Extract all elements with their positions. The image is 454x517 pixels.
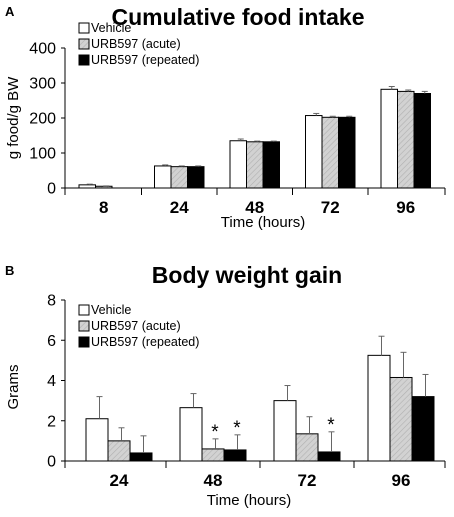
panel-b-legend-label-vehicle: Vehicle bbox=[91, 303, 131, 317]
panel-b-axes bbox=[64, 300, 445, 462]
panel-a-title: Cumulative food intake bbox=[111, 4, 364, 30]
panel-b-bar-vehicle-24 bbox=[85, 418, 109, 462]
panel-a-legend-swatch-acute bbox=[78, 38, 90, 50]
panel-b-y-tick-label: 8 bbox=[47, 293, 56, 310]
panel-a-bar-repeated-72 bbox=[338, 116, 356, 189]
panel-a-bars bbox=[78, 86, 431, 189]
panel-a-bar-acute-72 bbox=[321, 116, 339, 189]
panel-b-letter: B bbox=[5, 263, 14, 278]
panel-b-bar-repeated-24 bbox=[129, 452, 153, 462]
panel-a-bar-repeated-96 bbox=[413, 93, 431, 189]
panel-a-x-tick-label: 72 bbox=[321, 198, 340, 217]
panel-b-bar-acute-72 bbox=[295, 433, 319, 462]
panel-b-y-ticks: 0 2 4 6 8 bbox=[47, 293, 65, 471]
panel-a-bar-acute-24 bbox=[170, 166, 188, 189]
panel-b-legend-swatch-acute bbox=[78, 320, 90, 332]
panel-a-bar-acute-96 bbox=[397, 90, 415, 189]
panel-b-y-axis-label: Grams bbox=[5, 365, 22, 410]
panel-b-significance-star: * bbox=[233, 418, 241, 439]
panel-a-x-tick-label: 24 bbox=[170, 198, 189, 217]
panel-b-y-tick-label: 6 bbox=[47, 333, 56, 350]
panel-a-legend-label-repeated: URB597 (repeated) bbox=[91, 53, 199, 67]
panel-a-legend-label-acute: URB597 (acute) bbox=[91, 37, 181, 51]
panel-a-x-tick-label: 96 bbox=[396, 198, 415, 217]
panel-b-bar-vehicle-96 bbox=[367, 354, 391, 462]
panel-a-x-ticks: 8 24 48 72 96 bbox=[64, 188, 446, 217]
panel-a-x-tick-label: 8 bbox=[99, 198, 108, 217]
panel-b-legend-label-acute: URB597 (acute) bbox=[91, 319, 181, 333]
panel-b-bar-acute-48 bbox=[201, 448, 225, 462]
panel-a-bar-vehicle-24 bbox=[154, 165, 172, 189]
panel-a-legend-label-vehicle: Vehicle bbox=[91, 21, 131, 35]
panel-a-bar-repeated-48 bbox=[262, 141, 280, 189]
panel-a-bar-acute-48 bbox=[246, 141, 264, 189]
panel-b-y-tick-label: 0 bbox=[47, 454, 56, 471]
panel-b-y-tick-label: 2 bbox=[47, 413, 56, 430]
panel-b-bar-acute-24 bbox=[107, 440, 131, 462]
panel-b-title: Body weight gain bbox=[152, 262, 342, 288]
panel-a-legend-swatch-repeated bbox=[78, 54, 90, 66]
panel-b-bar-vehicle-48 bbox=[179, 407, 203, 462]
panel-b-bar-repeated-96 bbox=[411, 396, 435, 462]
panel-b-bars: * * * bbox=[85, 335, 435, 462]
panel-a-bar-repeated-24 bbox=[187, 166, 205, 189]
panel-b-x-ticks: 24 48 72 96 bbox=[64, 461, 446, 490]
panel-b-legend-swatch-vehicle bbox=[78, 304, 90, 316]
panel-b-x-tick-label: 72 bbox=[298, 471, 317, 490]
panel-a-x-tick-label: 48 bbox=[245, 198, 264, 217]
panel-b-legend-swatch-repeated bbox=[78, 336, 90, 348]
panel-b-bar-repeated-48 bbox=[223, 449, 247, 462]
panel-b-bar-vehicle-72 bbox=[273, 400, 297, 462]
panel-b-significance-star: * bbox=[211, 422, 219, 443]
panel-a-y-tick-label: 300 bbox=[29, 76, 56, 93]
panel-a-axes bbox=[64, 48, 445, 189]
panel-a-y-tick-label: 100 bbox=[29, 146, 56, 163]
panel-a: A Cumulative food intake g food/g BW Tim… bbox=[5, 4, 446, 231]
panel-b-bar-acute-96 bbox=[389, 376, 413, 462]
panel-b-x-tick-label: 48 bbox=[204, 471, 223, 490]
panel-a-y-tick-label: 0 bbox=[47, 181, 56, 198]
panel-b-x-tick-label: 96 bbox=[392, 471, 411, 490]
panel-b: B Body weight gain Grams Time (hours) 02… bbox=[5, 262, 446, 509]
panel-b-y-tick-label: 4 bbox=[47, 373, 56, 390]
panel-a-legend-swatch-vehicle bbox=[78, 22, 90, 34]
panel-a-bar-vehicle-72 bbox=[305, 115, 323, 189]
panel-b-legend-label-repeated: URB597 (repeated) bbox=[91, 335, 199, 349]
panel-a-x-axis-label: Time (hours) bbox=[221, 214, 305, 231]
panel-a-y-ticks: 0 100 200 300 400 bbox=[29, 41, 65, 198]
panel-a-y-tick-label: 200 bbox=[29, 111, 56, 128]
panel-b-bar-repeated-72 bbox=[317, 451, 341, 462]
panel-a-y-tick-label: 400 bbox=[29, 41, 56, 58]
panel-b-significance-star: * bbox=[327, 415, 335, 436]
panel-a-bar-vehicle-48 bbox=[229, 140, 247, 189]
panel-b-x-axis-label: Time (hours) bbox=[207, 492, 291, 509]
panel-a-letter: A bbox=[5, 4, 15, 19]
panel-a-legend: Vehicle URB597 (acute) URB597 (repeated) bbox=[78, 21, 199, 67]
panel-b-x-tick-label: 24 bbox=[110, 471, 129, 490]
panel-b-legend: Vehicle URB597 (acute) URB597 (repeated) bbox=[78, 303, 199, 349]
panel-a-bar-vehicle-96 bbox=[380, 88, 398, 189]
panel-a-y-axis-label: g food/g BW bbox=[5, 76, 22, 159]
